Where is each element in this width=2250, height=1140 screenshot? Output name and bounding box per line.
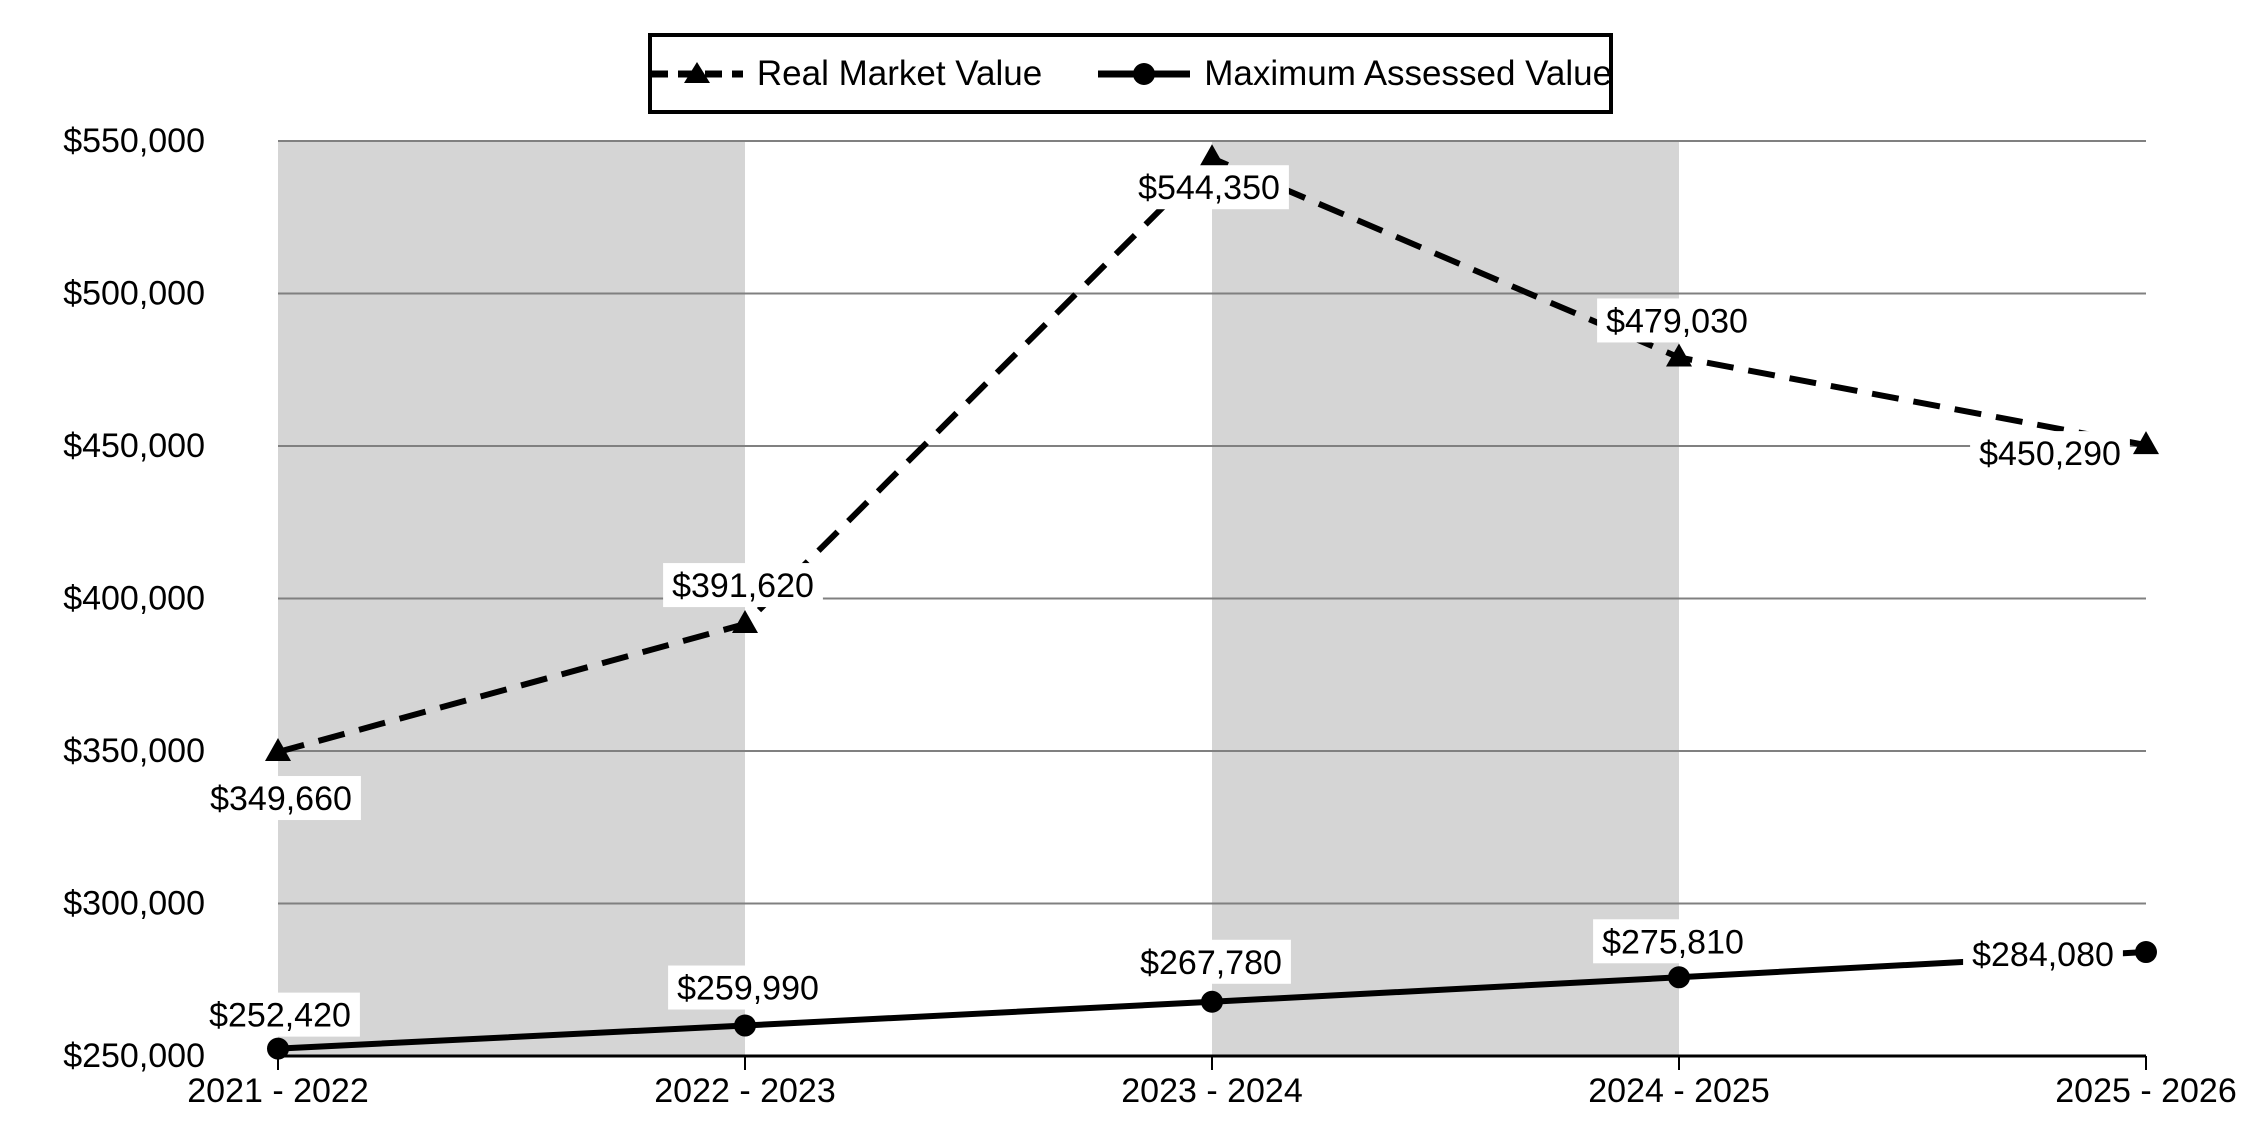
y-axis-label: $550,000 xyxy=(63,122,205,160)
triangle-point-marker xyxy=(265,738,291,762)
triangle-point-marker xyxy=(2133,431,2159,455)
data-label: $267,780 xyxy=(1140,944,1282,982)
data-label: $479,030 xyxy=(1606,302,1748,340)
circle-point-marker xyxy=(1668,966,1690,989)
circle-point-marker xyxy=(1201,990,1223,1013)
y-axis-label: $500,000 xyxy=(63,275,205,313)
x-axis-label: 2021 - 2022 xyxy=(187,1072,369,1110)
data-label: $544,350 xyxy=(1138,169,1280,207)
circle-point-marker xyxy=(2135,941,2157,964)
solid-line-circle-marker-icon xyxy=(1098,62,1191,85)
legend-label: Maximum Assessed Value xyxy=(1204,54,1613,93)
x-axis-label: 2023 - 2024 xyxy=(1121,1072,1303,1110)
triangle-point-marker xyxy=(732,610,758,634)
legend-label: Real Market Value xyxy=(756,54,1043,93)
data-label-background xyxy=(1963,932,2123,977)
legend: Real Market Value Maximum Assessed Value xyxy=(648,33,1613,114)
x-axis-label: 2024 - 2025 xyxy=(1588,1072,1770,1110)
x-axis-label: 2022 - 2023 xyxy=(654,1072,836,1110)
data-label-background xyxy=(668,965,828,1010)
y-axis-label: $250,000 xyxy=(63,1037,205,1075)
data-label-background xyxy=(201,776,361,821)
data-label: $391,620 xyxy=(672,567,814,605)
circle-point-marker xyxy=(267,1037,289,1060)
y-axis-label: $400,000 xyxy=(63,580,205,618)
legend-entry-real-market-value: Real Market Value xyxy=(649,56,1042,91)
data-label-background xyxy=(1131,939,1291,984)
circle-point-marker xyxy=(734,1014,756,1037)
triangle-point-marker xyxy=(1666,343,1692,367)
triangle-point-marker xyxy=(1199,144,1225,168)
y-axis-label: $350,000 xyxy=(63,732,205,770)
data-label: $284,080 xyxy=(1972,936,2114,974)
data-label: $349,660 xyxy=(210,780,352,818)
data-label: $450,290 xyxy=(1979,435,2121,473)
y-axis-label: $300,000 xyxy=(63,885,205,923)
data-label: $252,420 xyxy=(209,997,351,1035)
data-label-background xyxy=(1593,919,1753,964)
data-label-background xyxy=(1129,165,1289,210)
data-label-background xyxy=(1970,431,2130,476)
y-axis-label: $450,000 xyxy=(63,427,205,465)
legend-entry-maximum-assessed-value: Maximum Assessed Value xyxy=(1096,56,1612,91)
data-label: $259,990 xyxy=(677,970,819,1008)
data-label-background xyxy=(1597,298,1757,343)
dashed-line-triangle-marker-icon xyxy=(650,61,743,83)
data-label-background xyxy=(663,563,823,608)
x-axis-label: 2025 - 2026 xyxy=(2055,1072,2237,1110)
data-label: $275,810 xyxy=(1602,923,1744,961)
data-label-background xyxy=(200,992,360,1037)
